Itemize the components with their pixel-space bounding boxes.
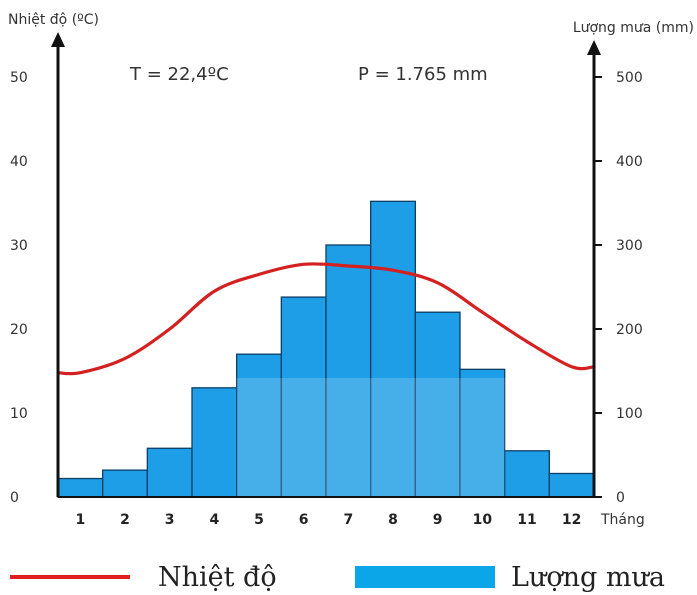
rainfall-bar-2 (102, 469, 148, 498)
right-tick-label-300: 300 (616, 238, 643, 254)
right-tick-label-200: 200 (616, 322, 643, 338)
rainfall-bar-10 (459, 368, 506, 498)
right-tick-label-500: 500 (616, 70, 643, 86)
left-tick-label-30: 30 (10, 238, 28, 254)
right-tick-label-400: 400 (616, 154, 643, 170)
rainfall-bar-7 (325, 244, 372, 498)
right-tick-label-0: 0 (616, 490, 625, 506)
left-tick-label-10: 10 (10, 406, 28, 422)
rainfall-bar-6 (280, 296, 327, 498)
left-axis-label: Nhiệt độ (ºC) (8, 12, 99, 28)
x-unit-label: Tháng (600, 512, 645, 528)
month-label-3: 3 (165, 512, 175, 528)
month-label-9: 9 (433, 512, 443, 528)
rainfall-bar-12 (548, 472, 595, 498)
temperature-legend-label: Nhiệt độ (158, 561, 277, 593)
month-label-7: 7 (343, 512, 353, 528)
rainfall-bar-3 (146, 447, 193, 498)
month-label-2: 2 (120, 512, 130, 528)
left-tick-label-40: 40 (10, 154, 28, 170)
month-label-1: 1 (75, 512, 85, 528)
rainfall-annotation: P = 1.765 mm (358, 64, 488, 85)
left-axis-arrow-icon (51, 32, 65, 47)
left-tick-label-20: 20 (10, 322, 28, 338)
month-label-4: 4 (209, 512, 219, 528)
right-axis-arrow-icon (587, 40, 601, 55)
temperature-legend-swatch (10, 575, 130, 579)
rainfall-bar-4 (191, 387, 238, 498)
rainfall-legend-swatch (355, 566, 495, 588)
right-axis-label: Lượng mưa (mm) (573, 20, 694, 36)
climate-chart: Nhiệt độ (ºC) Lượng mưa (mm) T = 22,4ºC … (8, 12, 694, 528)
month-label-6: 6 (299, 512, 309, 528)
month-label-5: 5 (254, 512, 264, 528)
temperature-line (56, 262, 596, 376)
rainfall-bar-1 (57, 477, 104, 498)
temperature-annotation: T = 22,4ºC (129, 64, 229, 85)
rainfall-bar-11 (504, 450, 550, 498)
legend-temperature: Nhiệt độ (10, 560, 277, 594)
left-tick-label-0: 0 (10, 490, 19, 506)
right-tick-label-100: 100 (616, 406, 643, 422)
month-label-11: 11 (517, 512, 536, 528)
rainfall-bar-5 (236, 353, 282, 498)
month-label-8: 8 (388, 512, 398, 528)
month-label-10: 10 (473, 512, 493, 528)
left-tick-label-50: 50 (10, 70, 28, 86)
legend-rainfall: Lượng mưa (355, 560, 665, 594)
month-label-12: 12 (562, 512, 581, 528)
rainfall-legend-label: Lượng mưa (511, 561, 665, 593)
background-band (236, 378, 505, 497)
